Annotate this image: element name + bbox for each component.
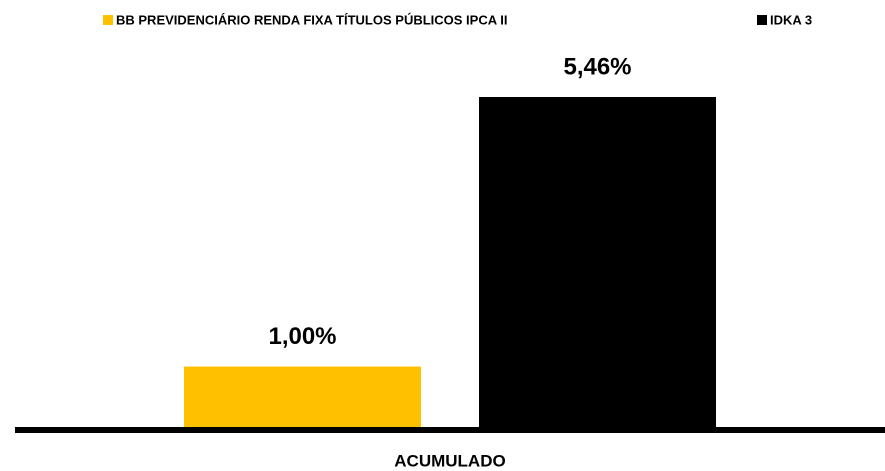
value-label: 5,46% bbox=[563, 53, 631, 80]
legend-label: IDKA 3 bbox=[770, 12, 812, 27]
x-tick-label: ACUMULADO bbox=[394, 451, 505, 470]
legend-swatch bbox=[757, 15, 767, 25]
legend-label: BB PREVIDENCIÁRIO RENDA FIXA TÍTULOS PÚB… bbox=[116, 12, 507, 27]
legend-swatch bbox=[103, 15, 113, 25]
bar bbox=[184, 366, 421, 427]
bar bbox=[479, 97, 716, 427]
value-label: 1,00% bbox=[268, 323, 336, 350]
